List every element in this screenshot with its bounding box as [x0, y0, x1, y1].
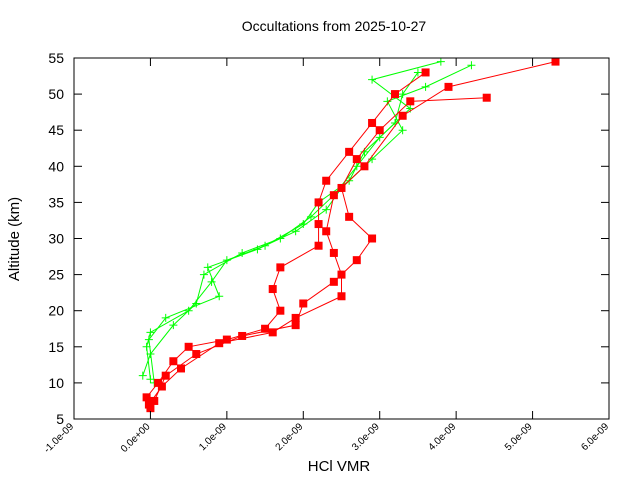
plus-marker	[146, 375, 155, 384]
y-tick-label: 10	[48, 375, 64, 391]
square-marker	[161, 371, 170, 380]
y-tick-label: 55	[48, 50, 64, 66]
square-marker	[322, 227, 331, 236]
y-tick-label: 40	[48, 158, 64, 174]
plus-marker	[144, 335, 153, 344]
square-marker	[551, 58, 560, 66]
square-marker	[314, 220, 323, 229]
square-marker	[421, 68, 430, 77]
plus-marker	[306, 212, 315, 221]
x-axis-label: HCl VMR	[308, 458, 371, 475]
square-marker	[329, 248, 338, 257]
y-tick-label: 45	[48, 122, 64, 138]
square-marker	[299, 299, 308, 308]
square-marker	[482, 93, 491, 102]
plus-marker	[413, 68, 422, 77]
square-marker	[337, 270, 346, 279]
plus-marker	[138, 371, 147, 380]
square-marker	[268, 328, 277, 337]
square-marker	[184, 342, 193, 351]
square-marker	[192, 350, 201, 359]
square-marker	[169, 357, 178, 366]
plus-marker	[192, 299, 201, 308]
square-marker	[329, 191, 338, 200]
square-marker	[261, 324, 270, 333]
plus-marker	[142, 342, 151, 351]
square-marker	[276, 306, 285, 315]
square-marker	[368, 234, 377, 243]
chart-title: Occultations from 2025-10-27	[242, 18, 427, 34]
plus-marker	[322, 205, 331, 214]
square-marker	[444, 82, 453, 91]
square-marker	[215, 339, 224, 348]
plus-marker	[467, 61, 476, 70]
plus-marker	[398, 126, 407, 135]
plus-marker	[161, 313, 170, 322]
square-marker	[142, 393, 151, 402]
plus-marker	[169, 321, 178, 330]
square-marker	[150, 396, 159, 405]
y-axis-label: Altitude (km)	[6, 197, 23, 281]
square-marker	[144, 400, 153, 409]
y-tick-label: 50	[48, 86, 64, 102]
plus-marker	[146, 328, 155, 337]
plot-area	[138, 58, 560, 413]
plus-marker	[375, 133, 384, 142]
plus-marker	[207, 277, 216, 286]
square-marker	[398, 111, 407, 120]
plus-marker	[352, 162, 361, 171]
plus-marker	[368, 75, 377, 84]
plus-marker	[436, 58, 445, 66]
square-marker	[406, 97, 415, 106]
square-marker	[177, 364, 185, 373]
plus-marker	[238, 248, 247, 257]
square-marker	[329, 277, 338, 286]
square-marker	[314, 241, 323, 250]
y-tick-label: 20	[48, 303, 64, 319]
y-tick-label: 25	[48, 267, 64, 283]
square-marker	[268, 285, 277, 294]
square-marker	[375, 126, 384, 135]
y-tick-label: 30	[48, 231, 64, 247]
plus-marker	[253, 245, 262, 254]
square-marker	[360, 162, 369, 171]
y-tick-label: 35	[48, 194, 64, 210]
square-marker	[238, 331, 247, 340]
square-marker	[314, 198, 323, 207]
plus-marker	[421, 82, 430, 91]
square-marker	[322, 176, 331, 185]
square-marker	[352, 155, 361, 164]
square-marker	[352, 256, 361, 265]
square-marker	[345, 212, 354, 221]
plus-marker	[203, 263, 212, 272]
square-marker	[291, 313, 300, 322]
square-marker	[368, 118, 377, 127]
plus-marker	[215, 292, 224, 301]
square-marker	[157, 382, 166, 391]
square-marker	[276, 263, 285, 272]
square-marker	[391, 90, 399, 99]
profile-line	[148, 64, 472, 383]
square-marker	[337, 292, 346, 301]
y-tick-label: 15	[48, 339, 64, 355]
plus-marker	[199, 270, 208, 279]
y-tick-label: 5	[56, 411, 64, 427]
plus-marker	[291, 227, 300, 236]
square-marker	[222, 335, 231, 344]
square-marker	[345, 147, 354, 156]
square-marker	[291, 321, 300, 330]
